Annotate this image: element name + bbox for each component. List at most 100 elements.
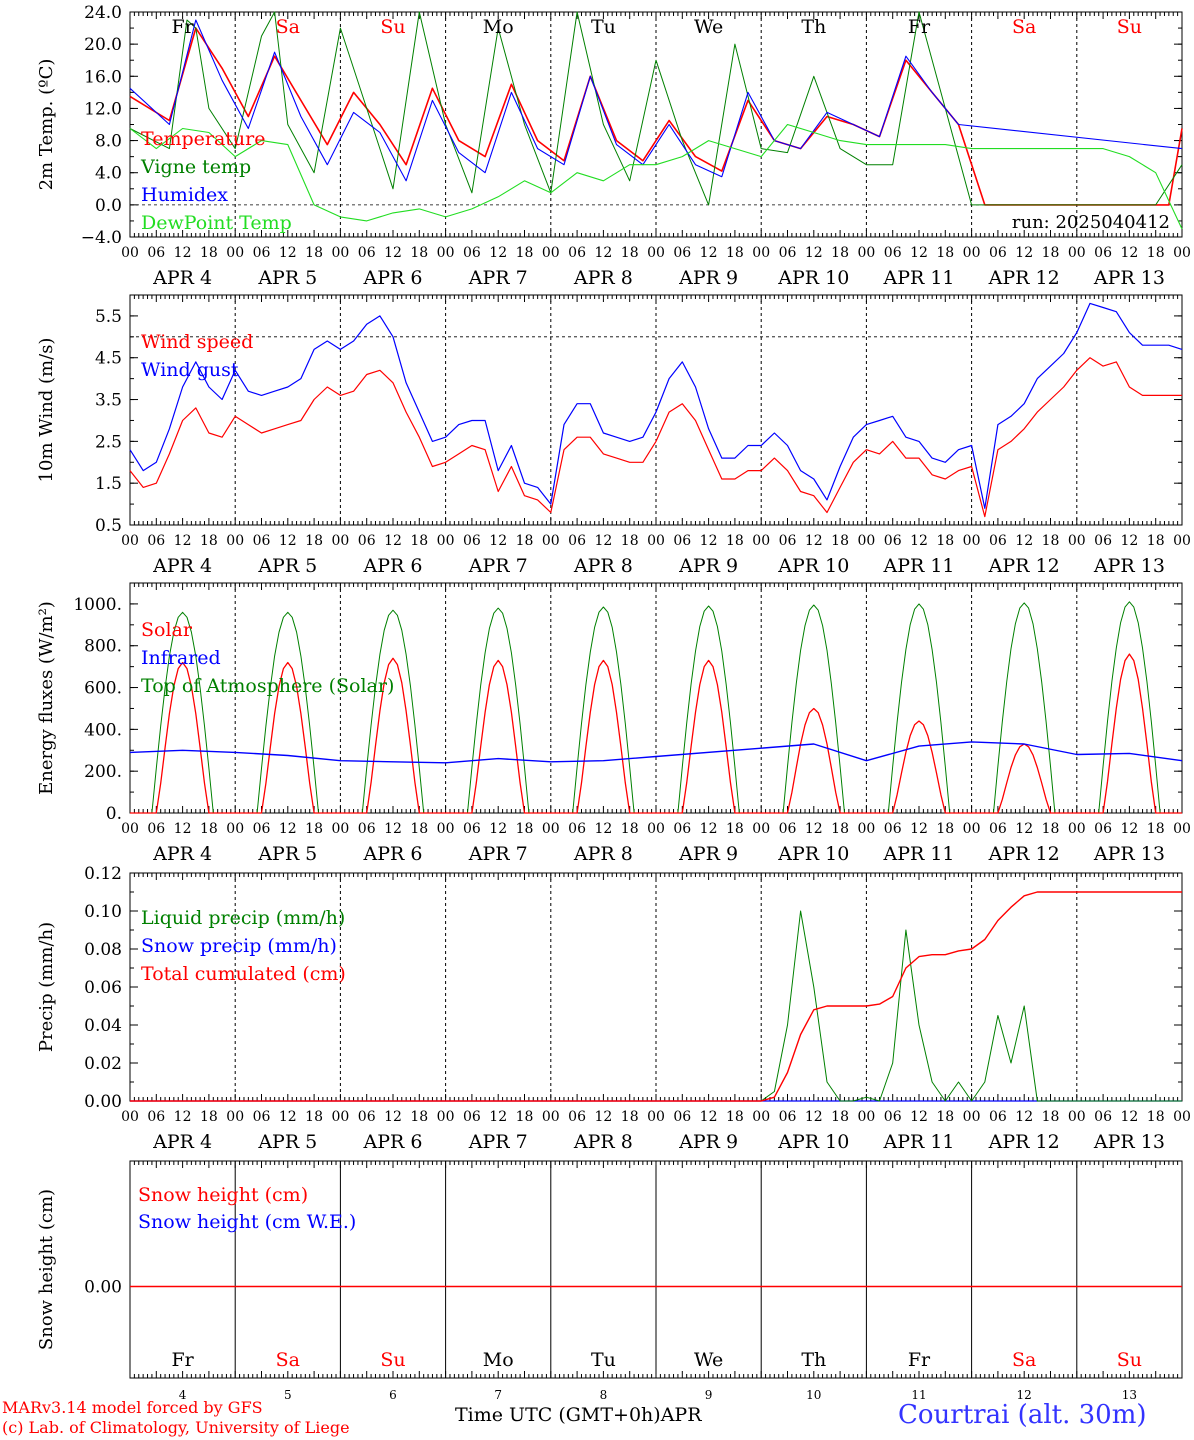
y-tick-label: 24.0 bbox=[84, 3, 122, 23]
date-label: APR 12 bbox=[988, 1131, 1060, 1153]
hour-tick-label: 06 bbox=[253, 1109, 271, 1125]
series-total-cumulated bbox=[130, 891, 1182, 1102]
hour-tick-label: 12 bbox=[489, 821, 507, 837]
y-tick-label: −4.0 bbox=[81, 228, 122, 248]
hour-tick-label: 06 bbox=[1094, 533, 1112, 549]
hour-tick-label: 06 bbox=[779, 245, 797, 261]
y-tick-label: 4.0 bbox=[95, 164, 122, 184]
y-tick-label: 400. bbox=[84, 720, 122, 740]
hour-tick-label: 00 bbox=[1068, 533, 1086, 549]
legend-entry: Snow height (cm) bbox=[138, 1184, 308, 1206]
hour-tick-label: 18 bbox=[726, 1109, 744, 1125]
station-label: Courtrai (alt. 30m) bbox=[898, 1400, 1147, 1430]
y-axis-label: Snow height (cm) bbox=[36, 1189, 57, 1350]
hour-tick-label: 06 bbox=[989, 1109, 1007, 1125]
panel-1 bbox=[129, 11, 1183, 238]
day-number: 12 bbox=[1017, 1388, 1032, 1402]
y-tick-label: 200. bbox=[84, 762, 122, 782]
date-label: APR 13 bbox=[1093, 267, 1165, 289]
hour-tick-label: 00 bbox=[226, 1109, 244, 1125]
hour-tick-label: 12 bbox=[700, 1109, 718, 1125]
hour-tick-label: 06 bbox=[463, 245, 481, 261]
hour-tick-label: 00 bbox=[857, 821, 875, 837]
hour-tick-label: 12 bbox=[594, 1109, 612, 1125]
y-tick-label: 0.00 bbox=[84, 1092, 122, 1112]
legend-entry: Wind speed bbox=[141, 331, 253, 353]
series-dewpoint bbox=[129, 123, 1183, 230]
y-tick-label: 0.5 bbox=[95, 516, 122, 536]
hour-tick-label: 18 bbox=[621, 1109, 639, 1125]
hour-tick-label: 18 bbox=[1147, 533, 1165, 549]
hour-tick-label: 06 bbox=[989, 245, 1007, 261]
hour-tick-label: 00 bbox=[437, 533, 455, 549]
hour-tick-label: 18 bbox=[410, 533, 428, 549]
hour-tick-label: 18 bbox=[831, 1109, 849, 1125]
hour-tick-label: 06 bbox=[568, 821, 586, 837]
hour-tick-label: 00 bbox=[121, 245, 139, 261]
hour-tick-label: 06 bbox=[253, 533, 271, 549]
hour-tick-label: 06 bbox=[1094, 1109, 1112, 1125]
hour-tick-label: 18 bbox=[410, 245, 428, 261]
time-axis-label: Time UTC (GMT+0h) bbox=[455, 1404, 661, 1426]
hour-tick-label: 06 bbox=[358, 1109, 376, 1125]
legend-entry: Infrared bbox=[141, 647, 221, 669]
hour-tick-label: 18 bbox=[305, 245, 323, 261]
hour-tick-label: 00 bbox=[647, 533, 665, 549]
date-label: APR 7 bbox=[468, 843, 528, 865]
hour-tick-label: 06 bbox=[253, 245, 271, 261]
date-label: APR 5 bbox=[257, 555, 317, 577]
y-tick-label: 20.0 bbox=[84, 35, 122, 55]
hour-tick-label: 18 bbox=[936, 1109, 954, 1125]
hour-tick-label: 18 bbox=[936, 245, 954, 261]
date-label: APR 5 bbox=[257, 1131, 317, 1153]
hour-tick-label: 12 bbox=[700, 821, 718, 837]
hour-tick-label: 00 bbox=[1173, 245, 1191, 261]
hour-tick-label: 00 bbox=[121, 821, 139, 837]
hour-tick-label: 18 bbox=[936, 533, 954, 549]
hour-tick-label: 18 bbox=[516, 533, 534, 549]
legend-entry: Snow precip (mm/h) bbox=[141, 935, 337, 957]
hour-tick-label: 00 bbox=[857, 533, 875, 549]
hour-tick-label: 12 bbox=[1120, 1109, 1138, 1125]
date-label: APR 10 bbox=[777, 555, 849, 577]
hour-tick-label: 12 bbox=[910, 1109, 928, 1125]
date-label: APR 7 bbox=[468, 555, 528, 577]
hour-tick-label: 00 bbox=[331, 533, 349, 549]
hour-tick-label: 00 bbox=[647, 245, 665, 261]
hour-tick-label: 06 bbox=[463, 821, 481, 837]
hour-tick-label: 00 bbox=[437, 245, 455, 261]
date-label: APR 11 bbox=[882, 843, 954, 865]
hour-tick-label: 00 bbox=[542, 533, 560, 549]
hour-tick-label: 00 bbox=[1173, 1109, 1191, 1125]
hour-tick-label: 00 bbox=[226, 821, 244, 837]
hour-tick-label: 00 bbox=[542, 1109, 560, 1125]
hour-tick-label: 18 bbox=[621, 533, 639, 549]
legend-entry: DewPoint Temp bbox=[141, 212, 292, 234]
hour-tick-label: 18 bbox=[305, 1109, 323, 1125]
hour-tick-label: 00 bbox=[226, 533, 244, 549]
hour-tick-label: 06 bbox=[884, 1109, 902, 1125]
hour-tick-label: 06 bbox=[568, 533, 586, 549]
hour-tick-label: 18 bbox=[410, 821, 428, 837]
day-name: We bbox=[694, 16, 723, 38]
hour-tick-label: 12 bbox=[384, 533, 402, 549]
date-label: APR 9 bbox=[678, 1131, 738, 1153]
date-label: APR 7 bbox=[468, 1131, 528, 1153]
hour-tick-label: 06 bbox=[147, 821, 165, 837]
hour-tick-label: 12 bbox=[805, 821, 823, 837]
hour-tick-label: 06 bbox=[147, 533, 165, 549]
hour-tick-label: 18 bbox=[831, 245, 849, 261]
panel-2 bbox=[129, 294, 1183, 526]
date-label: APR 11 bbox=[882, 555, 954, 577]
day-name: Th bbox=[801, 1349, 826, 1371]
hour-tick-label: 12 bbox=[489, 533, 507, 549]
hour-tick-label: 00 bbox=[121, 533, 139, 549]
day-number: 13 bbox=[1122, 1388, 1137, 1402]
hour-tick-label: 00 bbox=[963, 821, 981, 837]
hour-tick-label: 00 bbox=[647, 821, 665, 837]
legend-entry: Liquid precip (mm/h) bbox=[141, 907, 345, 929]
hour-tick-label: 06 bbox=[1094, 821, 1112, 837]
hour-tick-label: 00 bbox=[331, 821, 349, 837]
hour-tick-label: 12 bbox=[910, 245, 928, 261]
day-name: Sa bbox=[276, 1349, 300, 1371]
